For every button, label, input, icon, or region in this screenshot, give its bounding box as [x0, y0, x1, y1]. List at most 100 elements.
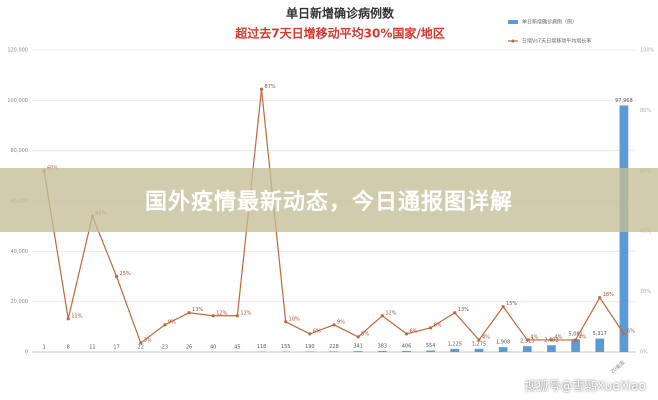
chart-subtitle: 超过去7天日增移动平均30%国家/地区	[234, 26, 444, 41]
y-tick-label: 80,000	[11, 148, 29, 154]
banner: 国外疫情最新动态，今日通报图详解	[0, 168, 658, 232]
line-point	[453, 311, 457, 315]
line-value-label: 6%	[409, 328, 417, 334]
legend-swatch	[508, 20, 518, 24]
legend-label: 日增Vs7天日增移动平均增长率	[522, 38, 591, 45]
bar-value-label: 383	[378, 344, 388, 350]
line-value-label: 5%	[361, 331, 369, 337]
line-value-label: 10%	[289, 316, 300, 322]
line-point	[404, 332, 409, 336]
y-tick-label: 20,000	[11, 299, 29, 305]
line-point	[66, 317, 70, 321]
line-value-label: 11%	[71, 313, 82, 319]
line-point	[211, 314, 215, 318]
bar-value-label: 118	[257, 344, 267, 350]
line-point	[598, 296, 602, 300]
line-value-label: 3%	[144, 337, 152, 343]
bar-value-label: 5,081	[568, 332, 582, 338]
line-value-label: 9%	[168, 319, 176, 325]
bar-value-label: 1,908	[496, 340, 510, 346]
bar	[329, 351, 339, 352]
bar	[377, 351, 387, 352]
line-value-label: 8%	[434, 322, 442, 328]
bar-value-label: 40	[210, 344, 216, 350]
line-point	[114, 274, 119, 279]
line-value-label: 4%	[530, 334, 538, 340]
line-point	[332, 323, 336, 327]
line-value-label: 15%	[506, 301, 517, 307]
line-value-label: 25%	[120, 271, 131, 277]
x-tick-label: 20美国	[609, 359, 626, 375]
line-value-label: 12%	[240, 310, 251, 316]
bar-value-label: 1,225	[448, 341, 462, 347]
line-value-label: 13%	[192, 307, 203, 313]
line-point	[429, 326, 433, 330]
line-value-label: 87%	[265, 84, 276, 90]
bar-value-label: 8	[67, 344, 70, 350]
bar-value-label: 1	[42, 344, 45, 350]
bar-value-label: 341	[353, 344, 363, 350]
line-point	[525, 338, 529, 342]
bar-value-label: 5,317	[593, 331, 607, 337]
line-point	[284, 320, 288, 324]
line-value-label: 9%	[337, 319, 345, 325]
line-point	[574, 338, 578, 342]
bar-value-label: 406	[402, 343, 412, 349]
watermark: 搜狐号@雪鹦XueXiao	[524, 379, 646, 393]
y2-tick-label: 0%	[640, 350, 648, 356]
line-point	[139, 341, 143, 345]
y-tick-label: 0	[25, 350, 28, 356]
bar-value-label: 17	[113, 344, 119, 350]
bar	[353, 351, 363, 352]
line-point	[356, 335, 360, 339]
bar-value-label: 155	[281, 344, 291, 350]
y-tick-label: 40,000	[11, 249, 29, 255]
bar	[571, 339, 580, 352]
bar-value-label: 554	[426, 343, 436, 349]
bar-value-label: 23	[162, 344, 168, 350]
bar	[547, 345, 556, 352]
line-point	[549, 338, 554, 342]
y-tick-label: 100,000	[7, 98, 28, 104]
line-point	[501, 305, 505, 309]
bar-value-label: 11	[89, 344, 95, 350]
bar-value-label: 228	[329, 344, 339, 350]
bar-value-label: 97,968	[615, 98, 633, 104]
y2-tick-label: 80%	[640, 108, 651, 114]
bar-value-label: 26	[186, 344, 192, 350]
line-value-label: 4%	[554, 334, 562, 340]
line-value-label: 6%	[313, 328, 321, 334]
line-point	[259, 87, 264, 91]
line-point	[187, 311, 191, 315]
line-point	[477, 338, 481, 342]
bar	[498, 347, 508, 352]
bar-value-label: 45	[234, 344, 240, 350]
bar	[402, 350, 411, 352]
bar	[426, 350, 435, 352]
line-value-label: 4%	[482, 334, 490, 340]
y-tick-label: 120,000	[7, 48, 28, 54]
bar-value-label: 190	[305, 344, 315, 350]
bar	[522, 346, 532, 352]
legend-label: 单日新增确诊病例（例）	[522, 19, 577, 26]
line-value-label: 6%	[627, 328, 635, 334]
bar-value-label: 2,313	[520, 339, 534, 345]
bar	[474, 348, 484, 352]
line-point	[163, 323, 167, 327]
bar	[595, 338, 605, 352]
y2-tick-label: 100%	[640, 48, 655, 54]
bar-value-label: 22	[138, 344, 144, 350]
line-point	[235, 314, 239, 318]
line-point	[308, 332, 312, 336]
line-value-label: 12%	[385, 310, 396, 316]
line-value-label: 13%	[458, 307, 469, 313]
line-point	[380, 314, 384, 318]
line-point	[622, 332, 626, 336]
bar-value-label: 1,275	[472, 341, 486, 347]
y2-tick-label: 20%	[640, 289, 651, 295]
legend-swatch	[511, 39, 515, 43]
line-value-label: 12%	[216, 310, 227, 316]
line-value-label: 18%	[603, 292, 614, 298]
bar	[450, 348, 460, 352]
